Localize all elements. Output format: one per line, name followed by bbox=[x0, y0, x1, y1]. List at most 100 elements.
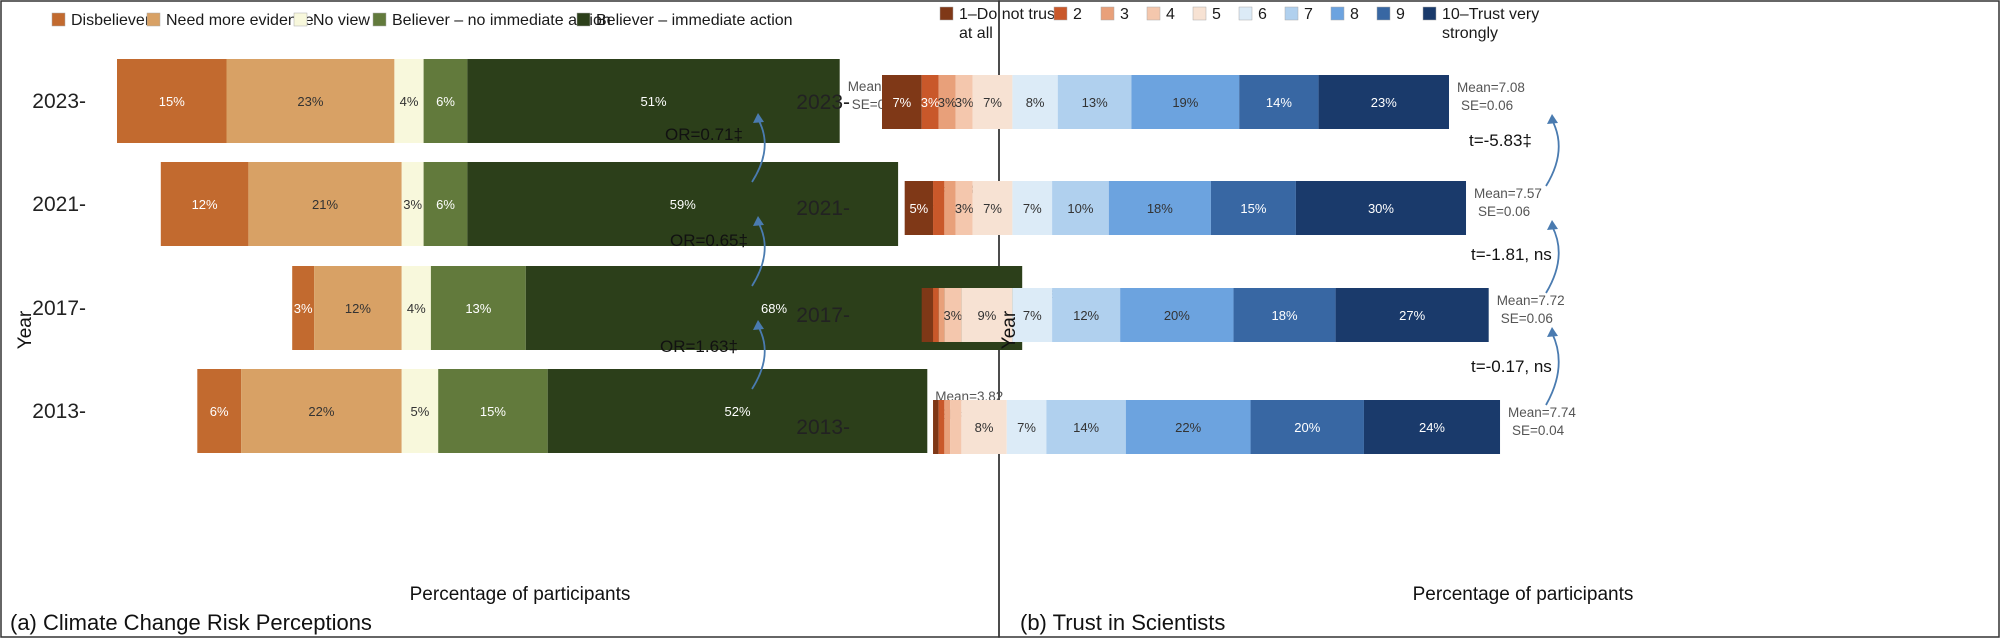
year-tick-label: 2021- bbox=[32, 193, 86, 216]
comparison-label: t=-0.17, ns bbox=[1471, 357, 1552, 376]
bar-segment bbox=[1239, 75, 1319, 129]
legend-label: Need more evidence bbox=[166, 12, 314, 29]
bar-value-label: 6% bbox=[436, 94, 455, 109]
legend-swatch bbox=[1238, 6, 1253, 21]
legend-swatch bbox=[146, 12, 161, 27]
bar-value-label: 24% bbox=[1419, 420, 1445, 435]
bar-segment bbox=[1250, 400, 1364, 454]
bar-segment bbox=[423, 162, 468, 246]
legend-label: 2 bbox=[1073, 6, 1082, 23]
bar-value-label: 6% bbox=[210, 404, 229, 419]
bar-value-label: 59% bbox=[670, 197, 696, 212]
legend-swatch bbox=[293, 12, 308, 27]
bar-segment bbox=[248, 162, 402, 246]
bar-value-label: 7% bbox=[1023, 201, 1042, 216]
bar-value-label: 20% bbox=[1294, 420, 1320, 435]
bar-segment bbox=[401, 266, 431, 350]
bar-value-label: 9% bbox=[977, 308, 996, 323]
bar-segment bbox=[430, 266, 526, 350]
year-tick-label: 2023- bbox=[796, 91, 850, 114]
legend-label: 6 bbox=[1258, 6, 1267, 23]
legend-swatch bbox=[1146, 6, 1161, 21]
bar-segment bbox=[1318, 75, 1449, 129]
bar-value-label: 12% bbox=[1073, 308, 1099, 323]
bar-value-label: 51% bbox=[641, 94, 667, 109]
panel-trust-scientists: 1–Do not trust at all 2 3 4 5 6 7 8 9 10–Trust ver… bbox=[796, 6, 1576, 454]
bar-value-label: 18% bbox=[1147, 201, 1173, 216]
year-tick-label: 2013- bbox=[796, 416, 850, 439]
se-label: SE=0.04 bbox=[1512, 423, 1565, 438]
bar-value-label: 22% bbox=[1175, 420, 1201, 435]
bar-value-label: 7% bbox=[1023, 308, 1042, 323]
bar-segment bbox=[972, 181, 1013, 235]
arrow-head bbox=[753, 320, 764, 330]
bar-value-label: 23% bbox=[1371, 95, 1397, 110]
bar-value-label: 7% bbox=[892, 95, 911, 110]
year-tick-label: 2023- bbox=[32, 90, 86, 113]
mean-label: Mean=7.72 bbox=[1497, 293, 1565, 308]
bar-value-label: 3% bbox=[938, 95, 957, 110]
legend-label: 10–Trust very bbox=[1442, 6, 1539, 23]
bar-value-label: 3% bbox=[955, 201, 974, 216]
bar-segment bbox=[467, 162, 899, 246]
comparison-label: t=-5.83‡ bbox=[1469, 131, 1532, 150]
panel-a-xlabel: Percentage of participants bbox=[410, 584, 631, 605]
bar-segment bbox=[314, 266, 402, 350]
se-label: SE=0.06 bbox=[1461, 98, 1513, 113]
bar-segment bbox=[1233, 288, 1336, 342]
bar-value-label: 12% bbox=[192, 197, 218, 212]
bar-value-label: 15% bbox=[159, 94, 185, 109]
bar-value-label: 22% bbox=[308, 404, 334, 419]
legend-swatch bbox=[372, 12, 387, 27]
bar-segment bbox=[1120, 288, 1234, 342]
legend-label: No view bbox=[313, 12, 370, 29]
bar-segment bbox=[950, 400, 962, 454]
bar-segment bbox=[1052, 288, 1121, 342]
bar-value-label: 3% bbox=[921, 95, 940, 110]
panel-a-ylabel: Year bbox=[15, 310, 36, 349]
bar-value-label: 68% bbox=[761, 301, 787, 316]
bar-segment bbox=[1012, 75, 1058, 129]
legend-label: 9 bbox=[1396, 6, 1405, 23]
arrow-head bbox=[753, 113, 764, 123]
bar-value-label: 15% bbox=[480, 404, 506, 419]
bar-segment bbox=[1012, 288, 1053, 342]
bar-value-label: 23% bbox=[297, 94, 323, 109]
legend-label: 4 bbox=[1166, 6, 1175, 23]
bar-value-label: 5% bbox=[411, 404, 430, 419]
bar-value-label: 6% bbox=[436, 197, 455, 212]
se-label: SE=0.06 bbox=[1478, 204, 1530, 219]
bar-value-label: 20% bbox=[1164, 308, 1190, 323]
comparison-arrow bbox=[751, 221, 766, 287]
bar-value-label: 30% bbox=[1368, 201, 1394, 216]
bar-segment bbox=[882, 75, 922, 129]
panel-b-ylabel: Year bbox=[999, 310, 1020, 349]
legend-label: 1–Do not trust bbox=[959, 6, 1060, 23]
comparison-arrow bbox=[1545, 332, 1560, 406]
mean-label: Mean=7.57 bbox=[1474, 186, 1542, 201]
bar-value-label: 3% bbox=[294, 301, 313, 316]
arrow-head bbox=[753, 216, 764, 226]
bar-segment bbox=[938, 288, 945, 342]
bar-segment bbox=[944, 181, 956, 235]
legend-swatch bbox=[576, 12, 591, 27]
bar-value-label: 5% bbox=[909, 201, 928, 216]
bar-segment bbox=[1335, 288, 1489, 342]
bar-segment bbox=[955, 75, 973, 129]
comparison-arrow bbox=[1545, 225, 1560, 294]
bar-segment bbox=[241, 369, 402, 453]
bar-value-label: 3% bbox=[955, 95, 974, 110]
bar-value-label: 4% bbox=[407, 301, 426, 316]
year-tick-label: 2021- bbox=[796, 197, 850, 220]
mean-label: Mean=7.74 bbox=[1508, 405, 1576, 420]
bar-value-label: 27% bbox=[1399, 308, 1425, 323]
bar-segment bbox=[1363, 400, 1501, 454]
bar-segment bbox=[933, 181, 945, 235]
bar-value-label: 8% bbox=[1026, 95, 1045, 110]
comparison-label: OR=0.71‡ bbox=[665, 125, 743, 144]
legend-label: strongly bbox=[1442, 25, 1498, 42]
bar-segment bbox=[933, 400, 939, 454]
comparison-label: t=-1.81, ns bbox=[1471, 245, 1552, 264]
bar-segment bbox=[547, 369, 928, 453]
bar-segment bbox=[394, 59, 424, 143]
